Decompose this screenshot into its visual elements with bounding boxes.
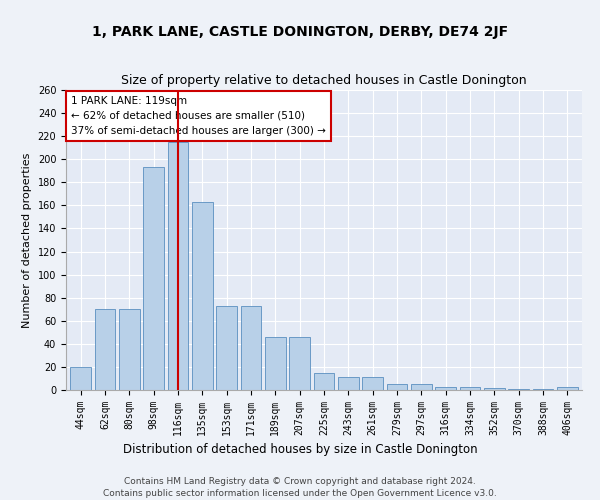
Bar — [557, 386, 578, 390]
Text: 1, PARK LANE, CASTLE DONINGTON, DERBY, DE74 2JF: 1, PARK LANE, CASTLE DONINGTON, DERBY, D… — [92, 25, 508, 39]
Bar — [436, 386, 456, 390]
Bar — [338, 378, 359, 390]
Bar — [362, 378, 383, 390]
Bar — [484, 388, 505, 390]
Bar — [95, 309, 115, 390]
Bar — [508, 389, 529, 390]
Text: 1 PARK LANE: 119sqm
← 62% of detached houses are smaller (510)
37% of semi-detac: 1 PARK LANE: 119sqm ← 62% of detached ho… — [71, 96, 326, 136]
Bar — [216, 306, 237, 390]
Title: Size of property relative to detached houses in Castle Donington: Size of property relative to detached ho… — [121, 74, 527, 88]
Bar — [119, 309, 140, 390]
Bar — [70, 367, 91, 390]
Text: Contains public sector information licensed under the Open Government Licence v3: Contains public sector information licen… — [103, 489, 497, 498]
Bar — [143, 168, 164, 390]
Bar — [460, 386, 481, 390]
Bar — [167, 142, 188, 390]
Y-axis label: Number of detached properties: Number of detached properties — [22, 152, 32, 328]
Bar — [265, 337, 286, 390]
Bar — [289, 337, 310, 390]
Bar — [314, 372, 334, 390]
Bar — [192, 202, 212, 390]
Bar — [533, 389, 553, 390]
Bar — [241, 306, 262, 390]
Text: Distribution of detached houses by size in Castle Donington: Distribution of detached houses by size … — [122, 442, 478, 456]
Bar — [411, 384, 432, 390]
Bar — [386, 384, 407, 390]
Text: Contains HM Land Registry data © Crown copyright and database right 2024.: Contains HM Land Registry data © Crown c… — [124, 478, 476, 486]
